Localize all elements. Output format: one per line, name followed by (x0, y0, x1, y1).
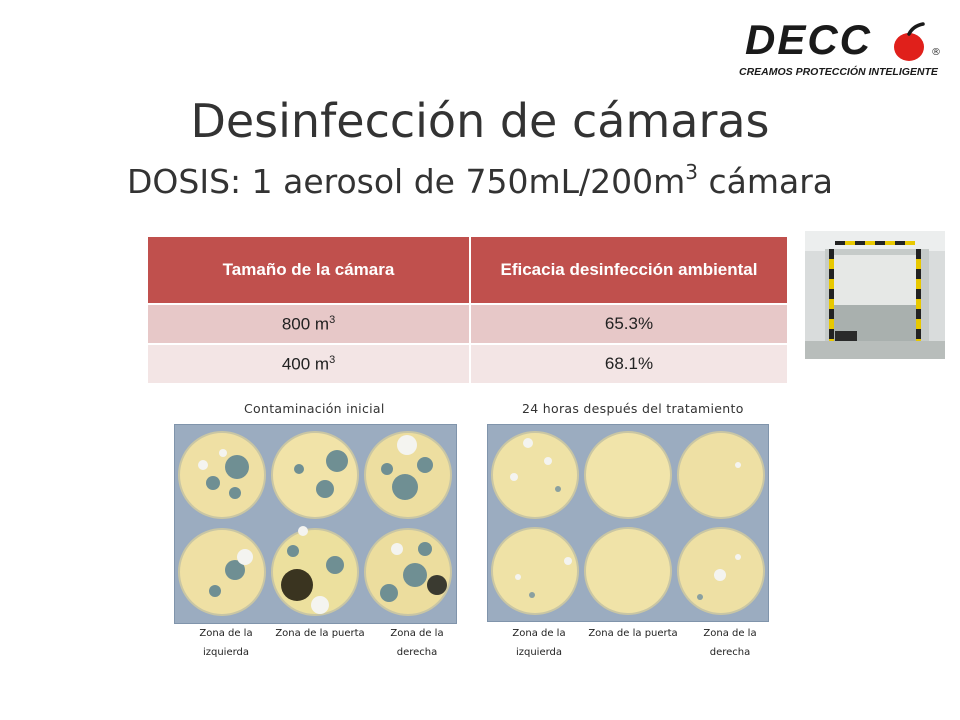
apple-icon (894, 22, 925, 61)
zone-door-label: Zona de la puerta (275, 628, 365, 639)
cold-room-door-photo (805, 231, 945, 359)
logo-tagline: CREAMOS PROTECCIÓN INTELIGENTE (739, 66, 938, 78)
zone-door-label: Zona de la puerta (588, 628, 678, 639)
page-title: Desinfección de cámaras (190, 94, 770, 148)
size-value: 400 m (281, 354, 330, 374)
table-header-row: Tamaño de la cámara Eficacia desinfecció… (148, 237, 787, 304)
header-efficacy: Eficacia desinfección ambiental (470, 237, 787, 304)
size-sup: 3 (329, 313, 336, 326)
zone-left-label: Zona de la izquierda (199, 628, 253, 658)
cell-size: 800 m3 (148, 303, 471, 344)
table-row: 800 m3 65.3% (148, 303, 787, 344)
subtitle-prefix: DOSIS: 1 aerosol de 750mL/200m (127, 162, 686, 201)
efficacy-table: Tamaño de la cámara Eficacia desinfecció… (148, 237, 787, 383)
cell-efficacy: 68.1% (470, 343, 787, 383)
page-subtitle: DOSIS: 1 aerosol de 750mL/200m3 cámara (0, 160, 960, 201)
subtitle-suffix: cámara (697, 162, 833, 201)
header-size: Tamaño de la cámara (148, 237, 471, 304)
zone-left-label: Zona de la izquierda (512, 628, 566, 658)
decco-logo: DECC ® CREAMOS PROTECCIÓN INTELIGENTE (739, 14, 945, 84)
cell-size: 400 m3 (148, 343, 471, 383)
panel-title-initial: Contaminación inicial (244, 401, 385, 416)
logo-wordmark: DECC (745, 16, 873, 63)
size-value: 800 m (281, 314, 330, 334)
size-sup: 3 (329, 353, 336, 366)
table-row: 400 m3 68.1% (148, 343, 787, 383)
petri-dishes-after-photo (487, 424, 769, 622)
registered-mark: ® (931, 47, 941, 58)
cell-efficacy: 65.3% (470, 303, 787, 344)
petri-dishes-initial-photo (174, 424, 457, 624)
panel-title-after: 24 horas después del tratamiento (522, 401, 744, 416)
zone-right-label: Zona de la derecha (703, 628, 757, 658)
zone-right-label: Zona de la derecha (390, 628, 444, 658)
subtitle-superscript: 3 (685, 160, 698, 184)
